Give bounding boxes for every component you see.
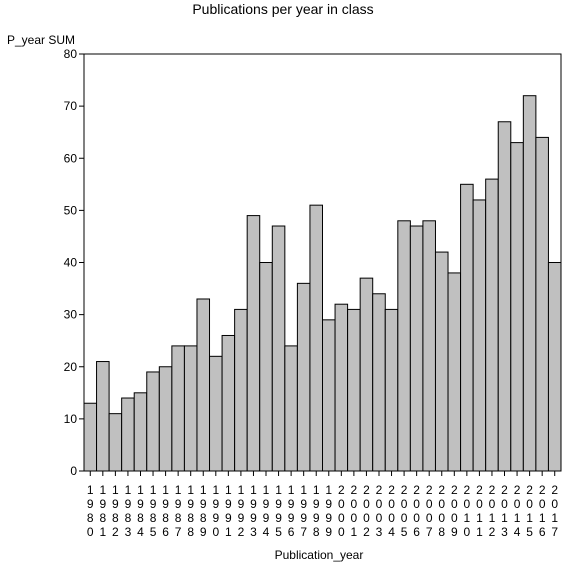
bar-2016 — [535, 136, 549, 472]
bar-2008 — [434, 251, 449, 472]
bar-1991 — [221, 334, 236, 472]
bar-1995 — [271, 225, 286, 472]
bar-1996 — [284, 345, 298, 472]
y-tick-label: 0 — [70, 464, 77, 478]
bar-2005 — [397, 220, 411, 472]
bar-1997 — [296, 282, 311, 472]
bar-2010 — [460, 183, 474, 472]
bar-1998 — [309, 204, 324, 472]
y-tick-label: 20 — [64, 360, 78, 374]
bar-1988 — [183, 345, 198, 472]
bar-1986 — [158, 366, 173, 472]
y-tick-label: 10 — [64, 412, 78, 426]
chart-title: Publications per year in class — [192, 1, 373, 17]
bar-2006 — [409, 225, 424, 472]
plot-frame — [83, 53, 562, 472]
bar-2000 — [334, 303, 349, 472]
y-tick-label: 50 — [64, 203, 78, 217]
bar-2004 — [384, 308, 399, 472]
bar-1984 — [133, 392, 148, 472]
bar-1992 — [234, 308, 248, 472]
bar-1989 — [196, 298, 211, 472]
bar-1993 — [246, 215, 261, 472]
bar-2017 — [547, 262, 562, 472]
bars — [83, 95, 562, 472]
bar-1999 — [322, 319, 336, 472]
bar-2015 — [522, 95, 537, 472]
y-tick-label: 30 — [64, 308, 78, 322]
bar-2003 — [372, 293, 386, 472]
bar-1982 — [108, 413, 123, 472]
bar-2013 — [497, 121, 512, 472]
bar-2009 — [447, 272, 462, 472]
bar-1990 — [209, 355, 223, 472]
bar-1987 — [171, 345, 185, 472]
bar-2012 — [485, 178, 499, 472]
bar-1985 — [146, 371, 160, 472]
y-tick-label: 70 — [64, 99, 78, 113]
bar-1983 — [121, 397, 135, 472]
bar-1981 — [96, 361, 110, 472]
bar-2007 — [422, 220, 436, 472]
bar-2011 — [472, 199, 487, 472]
bar-1994 — [259, 262, 273, 472]
bar-2002 — [359, 277, 374, 472]
y-tick-label: 40 — [64, 256, 78, 270]
bar-2001 — [347, 308, 361, 472]
bar-2014 — [510, 142, 524, 472]
x-axis-ticks: 1 9 8 0 1 9 8 1 1 9 8 2 1 9 8 3 1 9 8 4 1 9 8 5 1 9 8 6 1 9 8 7 1 9 8 8 1 9 8 9… — [87, 471, 558, 539]
y-tick-label: 80 — [64, 47, 78, 61]
y-tick-label: 60 — [64, 151, 78, 165]
bar-1980 — [83, 402, 98, 472]
y-axis-ticks: 0 10 20 30 40 50 60 70 80 — [64, 47, 84, 478]
y-axis-label: P_year SUM — [7, 33, 75, 47]
x-axis-label: Publication_year — [275, 548, 364, 562]
